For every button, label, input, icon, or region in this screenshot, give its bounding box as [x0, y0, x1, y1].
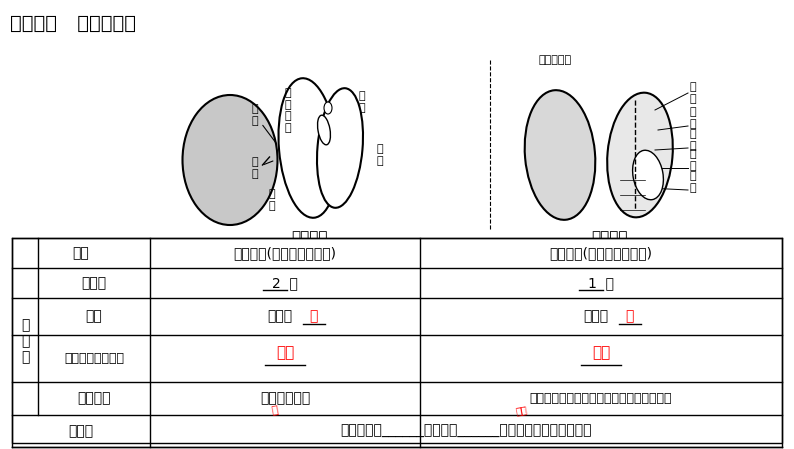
Ellipse shape [525, 90, 596, 220]
Text: 不
同
点: 不 同 点 [21, 318, 29, 365]
Text: 种子: 种子 [72, 246, 90, 260]
Text: 胚
乳: 胚 乳 [690, 82, 696, 104]
Text: 子叶: 子叶 [276, 345, 294, 360]
Text: 胚
根: 胚 根 [690, 171, 696, 193]
Text: 种
皮: 种 皮 [268, 189, 276, 211]
Ellipse shape [317, 88, 363, 208]
Text: 大多数: 大多数 [584, 309, 608, 323]
Text: 种
脐: 种 脐 [252, 157, 273, 179]
Text: 玉米种子(单子叶植物种子): 玉米种子(单子叶植物种子) [549, 246, 653, 260]
Text: 胚乳: 胚乳 [592, 345, 610, 360]
Text: 胚
轴
胚
根: 胚 轴 胚 根 [285, 88, 291, 133]
Text: 1  片: 1 片 [588, 276, 614, 290]
Ellipse shape [279, 78, 337, 218]
Ellipse shape [318, 115, 330, 145]
Text: 子
叶: 子 叶 [376, 144, 384, 166]
Text: 菜豆种子(双子叶植物种子): 菜豆种子(双子叶植物种子) [233, 246, 337, 260]
Text: 无: 无 [309, 309, 317, 323]
Text: 种
皮: 种 皮 [252, 104, 276, 143]
Text: 营养物质贮存部位: 营养物质贮存部位 [64, 352, 124, 365]
Ellipse shape [324, 102, 332, 114]
Ellipse shape [183, 95, 277, 225]
Ellipse shape [607, 92, 673, 217]
Text: 大多数: 大多数 [268, 309, 292, 323]
Text: 将胚乳内的有机物转运给胚芽、胚轴、胚根: 将胚乳内的有机物转运给胚芽、胚轴、胚根 [530, 392, 673, 405]
Text: 胚乳: 胚乳 [86, 309, 102, 323]
Text: 相同点: 相同点 [68, 424, 94, 438]
Text: 子叶数: 子叶数 [82, 276, 106, 290]
Text: 玉米种子: 玉米种子 [592, 230, 628, 245]
Text: 知识点二   种子的结构: 知识点二 种子的结构 [10, 14, 136, 33]
Text: 子叶功能: 子叶功能 [77, 392, 110, 405]
Text: 胚
芽: 胚 芽 [690, 129, 696, 151]
Text: 果皮和种皮: 果皮和种皮 [538, 55, 572, 65]
Text: 都有种皮和______，胚都由______、胚芽、胚轴和胚根组成: 都有种皮和______，胚都由______、胚芽、胚轴和胚根组成 [341, 424, 592, 438]
Text: 子叶: 子叶 [515, 405, 528, 416]
Text: 胚: 胚 [271, 405, 279, 416]
Ellipse shape [633, 150, 664, 200]
Text: 有: 有 [625, 309, 633, 323]
Text: 胚
轴: 胚 轴 [690, 149, 696, 171]
Text: 子
叶: 子 叶 [690, 107, 696, 129]
Text: 2  片: 2 片 [272, 276, 298, 290]
Text: 胚
芽: 胚 芽 [359, 91, 365, 113]
Text: 贮存营养物质: 贮存营养物质 [260, 392, 310, 405]
Text: 菜豆种子: 菜豆种子 [291, 230, 328, 245]
Bar [12, 238, 782, 443]
